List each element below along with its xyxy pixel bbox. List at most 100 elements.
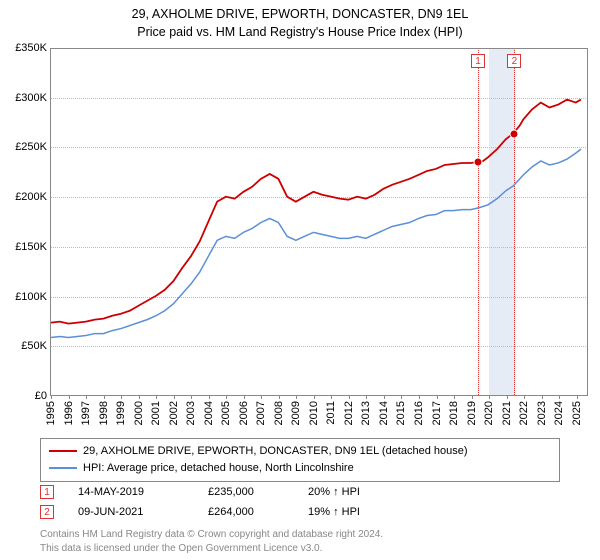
x-tick (296, 395, 297, 399)
x-tick (51, 395, 52, 399)
y-axis-label: £100K (15, 291, 47, 303)
x-axis-label: 2007 (255, 401, 267, 425)
x-axis-label: 2002 (168, 401, 180, 425)
x-tick (191, 395, 192, 399)
sale-date: 14-MAY-2019 (78, 486, 208, 498)
series-price_paid (51, 100, 581, 324)
x-tick (331, 395, 332, 399)
x-axis-label: 1995 (45, 401, 57, 425)
x-tick (69, 395, 70, 399)
x-tick (86, 395, 87, 399)
legend-label: 29, AXHOLME DRIVE, EPWORTH, DONCASTER, D… (83, 443, 468, 460)
chart-plot-area: £0£50K£100K£150K£200K£250K£300K£350K1995… (50, 48, 588, 396)
x-tick (226, 395, 227, 399)
x-axis-label: 1998 (98, 401, 110, 425)
x-axis-label: 2017 (431, 401, 443, 425)
footer-attribution: Contains HM Land Registry data © Crown c… (40, 528, 383, 555)
x-tick (489, 395, 490, 399)
x-tick (121, 395, 122, 399)
title-line-2: Price paid vs. HM Land Registry's House … (0, 24, 600, 42)
x-axis-label: 1997 (80, 401, 92, 425)
x-tick (104, 395, 105, 399)
y-axis-label: £250K (15, 141, 47, 153)
legend-swatch (49, 467, 77, 469)
legend-row: HPI: Average price, detached house, Nort… (49, 460, 551, 477)
x-axis-label: 2014 (378, 401, 390, 425)
x-axis-label: 2022 (518, 401, 530, 425)
sale-row: 2 09-JUN-2021£264,00019% ↑ HPI (40, 502, 560, 522)
sale-row-marker: 2 (40, 505, 54, 519)
x-axis-label: 2016 (413, 401, 425, 425)
legend-row: 29, AXHOLME DRIVE, EPWORTH, DONCASTER, D… (49, 443, 551, 460)
x-tick (401, 395, 402, 399)
x-tick (542, 395, 543, 399)
x-axis-label: 2008 (273, 401, 285, 425)
x-axis-label: 2015 (395, 401, 407, 425)
x-axis-label: 2000 (133, 401, 145, 425)
x-tick (349, 395, 350, 399)
sale-hpi: 20% ↑ HPI (308, 486, 428, 498)
title-block: 29, AXHOLME DRIVE, EPWORTH, DONCASTER, D… (0, 0, 600, 41)
sales-table: 1 14-MAY-2019£235,00020% ↑ HPI 2 09-JUN-202… (40, 482, 560, 522)
x-tick (577, 395, 578, 399)
y-axis-label: £300K (15, 92, 47, 104)
x-tick (419, 395, 420, 399)
legend-box: 29, AXHOLME DRIVE, EPWORTH, DONCASTER, D… (40, 438, 560, 482)
x-axis-label: 2018 (448, 401, 460, 425)
x-tick (366, 395, 367, 399)
x-tick (209, 395, 210, 399)
x-axis-label: 2010 (308, 401, 320, 425)
sale-dot (474, 158, 483, 167)
x-axis-label: 2025 (571, 401, 583, 425)
x-tick (314, 395, 315, 399)
x-axis-label: 2011 (325, 401, 337, 425)
chart-container: 29, AXHOLME DRIVE, EPWORTH, DONCASTER, D… (0, 0, 600, 560)
legend-swatch (49, 450, 77, 452)
x-axis-label: 2013 (360, 401, 372, 425)
series-hpi (51, 149, 581, 337)
y-axis-label: £50K (21, 340, 47, 352)
plot-svg (51, 48, 588, 395)
x-axis-label: 2009 (290, 401, 302, 425)
x-axis-label: 2024 (553, 401, 565, 425)
x-axis-label: 2003 (185, 401, 197, 425)
x-tick (279, 395, 280, 399)
x-axis-label: 2001 (150, 401, 162, 425)
y-axis-label: £200K (15, 191, 47, 203)
x-tick (261, 395, 262, 399)
x-tick (384, 395, 385, 399)
footer-line-2: This data is licensed under the Open Gov… (40, 542, 383, 556)
sale-price: £264,000 (208, 506, 308, 518)
x-tick (524, 395, 525, 399)
x-tick (507, 395, 508, 399)
x-axis-label: 1999 (115, 401, 127, 425)
sale-hpi: 19% ↑ HPI (308, 506, 428, 518)
x-tick (454, 395, 455, 399)
x-axis-label: 2006 (238, 401, 250, 425)
footer-line-1: Contains HM Land Registry data © Crown c… (40, 528, 383, 542)
sale-dot (510, 129, 519, 138)
x-axis-label: 2012 (343, 401, 355, 425)
y-axis-label: £350K (15, 42, 47, 54)
x-tick (139, 395, 140, 399)
x-tick (174, 395, 175, 399)
x-axis-label: 1996 (63, 401, 75, 425)
x-tick (244, 395, 245, 399)
y-axis-label: £150K (15, 241, 47, 253)
x-tick (472, 395, 473, 399)
x-tick (437, 395, 438, 399)
title-line-1: 29, AXHOLME DRIVE, EPWORTH, DONCASTER, D… (0, 6, 600, 24)
sale-row: 1 14-MAY-2019£235,00020% ↑ HPI (40, 482, 560, 502)
x-axis-label: 2021 (501, 401, 513, 425)
legend-label: HPI: Average price, detached house, Nort… (83, 460, 354, 477)
x-axis-label: 2020 (483, 401, 495, 425)
x-axis-label: 2005 (220, 401, 232, 425)
x-tick (156, 395, 157, 399)
sale-row-marker: 1 (40, 485, 54, 499)
sale-price: £235,000 (208, 486, 308, 498)
x-axis-label: 2019 (466, 401, 478, 425)
x-axis-label: 2004 (203, 401, 215, 425)
x-tick (559, 395, 560, 399)
x-axis-label: 2023 (536, 401, 548, 425)
sale-date: 09-JUN-2021 (78, 506, 208, 518)
